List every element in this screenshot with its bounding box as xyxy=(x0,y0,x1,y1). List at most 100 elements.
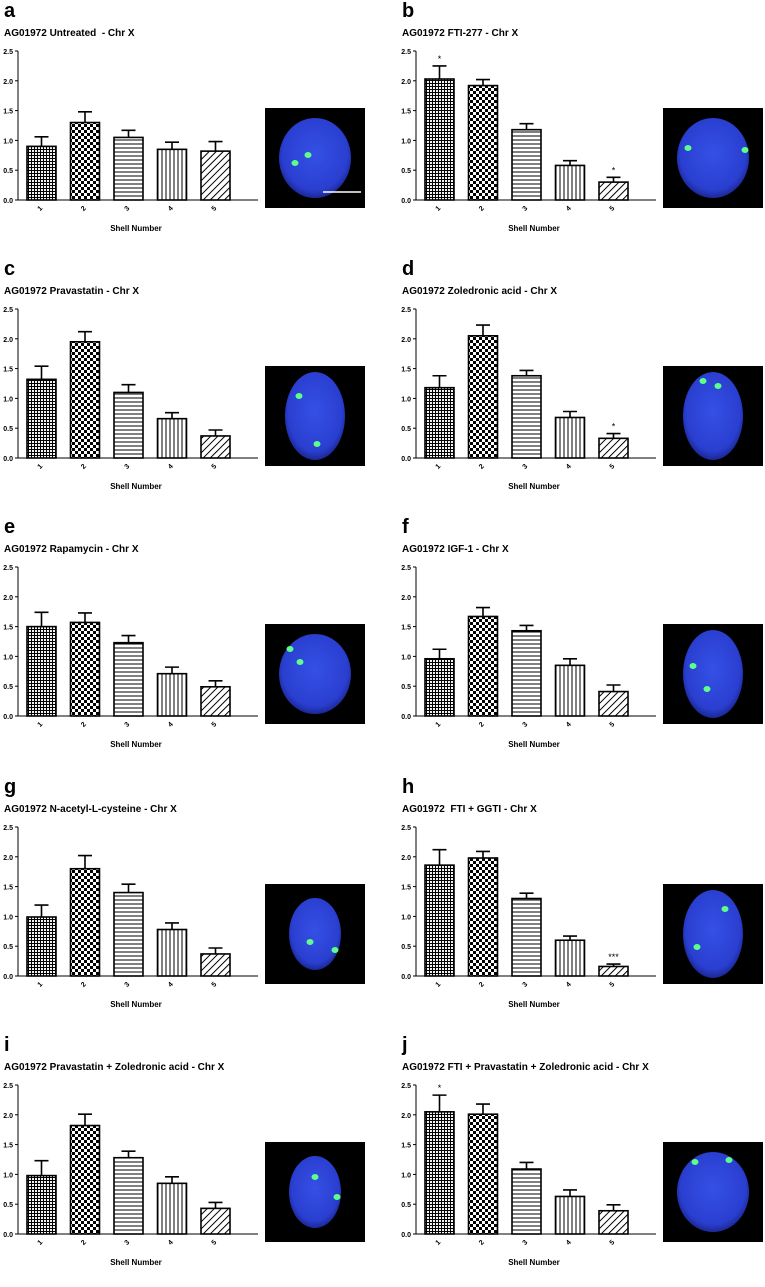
x-tick-label: 4 xyxy=(565,205,573,213)
y-tick-label: 1.0 xyxy=(401,396,411,403)
y-tick-label: 0.0 xyxy=(401,198,411,205)
bar-shell-1 xyxy=(26,1174,57,1235)
chromosome-signal xyxy=(333,1194,341,1200)
x-tick-label: 1 xyxy=(435,205,443,213)
x-tick-label: 2 xyxy=(80,1239,88,1247)
y-tick-label: 1.5 xyxy=(401,1143,411,1150)
y-tick-label: 1.0 xyxy=(3,914,13,921)
y-tick-label: 1.0 xyxy=(3,1172,13,1179)
error-bar xyxy=(165,1175,179,1184)
error-bar xyxy=(121,383,136,393)
panel-letter: h xyxy=(402,776,415,798)
nucleus xyxy=(279,634,351,714)
bar-shell-3 xyxy=(113,391,144,459)
y-tick-label: 2.0 xyxy=(3,79,13,86)
x-tick-label: 5 xyxy=(609,1239,617,1247)
chromosome-signal xyxy=(306,939,314,945)
x-tick-label: 4 xyxy=(167,1239,175,1247)
y-tick-label: 1.0 xyxy=(401,138,411,145)
error-bar xyxy=(208,140,223,152)
panel-i: i AG01972 Pravastatin + Zoledronic acid -… xyxy=(0,1034,382,1287)
error-bar xyxy=(78,110,92,123)
y-tick-label: 0.5 xyxy=(401,426,411,433)
x-tick-label: 5 xyxy=(211,1239,219,1247)
y-tick-label: 1.5 xyxy=(3,1143,13,1150)
x-tick-label: 3 xyxy=(124,1239,132,1247)
error-bar xyxy=(121,1150,136,1158)
x-tick-label: 2 xyxy=(478,205,486,213)
x-tick-label: 3 xyxy=(522,1239,530,1247)
y-tick-label: 1.5 xyxy=(401,109,411,116)
error-bar xyxy=(519,122,534,130)
x-tick-label: 1 xyxy=(37,205,45,213)
nucleus-image xyxy=(265,108,365,208)
bar-chart-j: 0.0 0.5 1.0 1.5 2.0 2.5 * 1 2 3 4 5 Shell Number xyxy=(401,1083,656,1267)
bar-shell-1 xyxy=(26,916,57,977)
error-bar xyxy=(476,1103,490,1115)
bar-shell-5 xyxy=(200,1207,231,1235)
bar-chart-c: 0.0 0.5 1.0 1.5 2.0 2.5 1 2 3 4 5 Shell Number xyxy=(3,307,258,491)
chromosome-signal xyxy=(703,686,711,692)
error-bar xyxy=(78,330,92,342)
error-bar xyxy=(165,922,179,930)
bar-shell-1 xyxy=(26,378,57,459)
error-bar xyxy=(563,935,577,941)
x-axis-label: Shell Number xyxy=(508,1258,560,1267)
nucleus-image xyxy=(265,884,365,984)
panel-h: h AG01972 FTI + GGTI - Chr X 0.0 0.5 1.0 1.5 2… xyxy=(398,776,765,1029)
x-tick-label: 5 xyxy=(211,721,219,729)
x-tick-label: 5 xyxy=(609,981,617,989)
x-tick-label: 4 xyxy=(167,721,175,729)
significance-marker: * xyxy=(612,422,616,432)
bar-shell-3 xyxy=(511,1168,542,1235)
panel-letter: i xyxy=(4,1034,10,1056)
error-bar xyxy=(165,141,179,150)
chromosome-signal xyxy=(331,947,339,953)
bar-shell-1 xyxy=(424,864,455,977)
x-tick-label: 3 xyxy=(124,981,132,989)
significance-marker: * xyxy=(612,165,616,175)
bar-shell-3 xyxy=(511,897,542,977)
bar-shell-3 xyxy=(511,629,542,717)
y-tick-label: 1.5 xyxy=(3,885,13,892)
nucleus xyxy=(289,898,341,970)
bar-shell-5 xyxy=(200,685,231,717)
x-tick-label: 3 xyxy=(522,981,530,989)
x-axis-label: Shell Number xyxy=(110,740,162,749)
error-bar xyxy=(432,1094,447,1112)
y-tick-label: 0.0 xyxy=(3,1232,13,1239)
error-bar xyxy=(432,65,447,80)
bar-chart-f: 0.0 0.5 1.0 1.5 2.0 2.5 1 2 3 4 5 Shell Number xyxy=(401,565,656,749)
error-bar xyxy=(34,1159,49,1176)
y-tick-label: 0.5 xyxy=(3,684,13,691)
bar-shell-4 xyxy=(554,416,586,459)
panel-j: j AG01972 FTI + Pravastatin + Zoledronic … xyxy=(398,1034,765,1287)
x-tick-label: 3 xyxy=(522,463,530,471)
error-bar xyxy=(432,848,447,866)
error-bar xyxy=(34,136,49,147)
y-tick-label: 2.0 xyxy=(3,595,13,602)
y-tick-label: 0.5 xyxy=(3,944,13,951)
y-tick-label: 2.0 xyxy=(401,79,411,86)
chart-title: AG01972 Pravastatin - Chr X xyxy=(4,286,140,297)
y-tick-label: 0.0 xyxy=(401,1232,411,1239)
y-tick-label: 0.5 xyxy=(3,426,13,433)
x-axis-label: Shell Number xyxy=(110,1000,162,1009)
bar-shell-5 xyxy=(200,953,231,977)
bar-shell-5 xyxy=(598,181,629,201)
error-bar xyxy=(563,657,577,666)
error-bar xyxy=(606,432,621,439)
x-tick-label: 1 xyxy=(435,981,443,989)
x-tick-label: 5 xyxy=(211,981,219,989)
bar-shell-5 xyxy=(200,435,231,459)
bar-shell-4 xyxy=(156,417,188,459)
x-tick-label: 1 xyxy=(37,981,45,989)
x-tick-label: 4 xyxy=(565,463,573,471)
error-bar xyxy=(208,947,223,954)
bar-shell-1 xyxy=(424,657,455,717)
error-bar xyxy=(476,606,490,617)
nucleus xyxy=(683,890,743,978)
bar-shell-4 xyxy=(554,664,586,717)
panel-g: g AG01972 N-acetyl-L-cysteine - Chr X 0.0 0… xyxy=(0,776,382,1029)
chart-title: AG01972 Pravastatin + Zoledronic acid - … xyxy=(4,1062,225,1073)
